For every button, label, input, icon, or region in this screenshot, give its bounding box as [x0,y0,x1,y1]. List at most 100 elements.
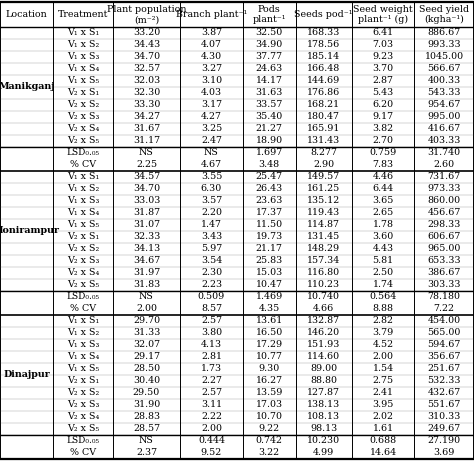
Text: Seed yield
(kgha⁻¹): Seed yield (kgha⁻¹) [419,5,469,24]
Text: 34.67: 34.67 [133,256,160,266]
Text: 4.66: 4.66 [313,304,334,313]
Text: 456.67: 456.67 [428,208,461,218]
Text: 1.78: 1.78 [373,220,393,230]
Text: 298.33: 298.33 [428,220,461,230]
Text: 31.07: 31.07 [133,220,160,230]
Text: V₁ x S₁: V₁ x S₁ [67,316,99,325]
Text: 32.33: 32.33 [133,232,160,242]
Text: 310.33: 310.33 [428,413,461,421]
Text: 432.67: 432.67 [428,389,461,397]
Text: 3.55: 3.55 [201,172,222,182]
Text: NS: NS [139,292,154,301]
Text: 35.40: 35.40 [255,112,283,121]
Text: 2.20: 2.20 [201,208,222,218]
Text: 165.91: 165.91 [307,124,340,133]
Text: 403.33: 403.33 [428,136,461,145]
Text: 32.07: 32.07 [133,341,160,349]
Text: 1045.00: 1045.00 [425,53,464,61]
Text: V₁ x S₅: V₁ x S₅ [67,220,99,230]
Text: 653.33: 653.33 [428,256,461,266]
Text: 2.37: 2.37 [136,449,157,457]
Text: Seed weight
plant⁻¹ (g): Seed weight plant⁻¹ (g) [353,5,413,24]
Text: 551.67: 551.67 [428,401,461,409]
Text: V₂ x S₁: V₂ x S₁ [67,89,99,97]
Text: 157.34: 157.34 [307,256,340,266]
Text: 185.14: 185.14 [307,53,340,61]
Text: 1.73: 1.73 [201,365,222,373]
Text: 2.50: 2.50 [373,268,393,278]
Text: 10.70: 10.70 [256,413,283,421]
Text: 400.33: 400.33 [428,77,461,85]
Text: 886.67: 886.67 [428,29,461,37]
Text: 34.57: 34.57 [133,172,160,182]
Text: 32.57: 32.57 [133,65,160,73]
Text: 16.50: 16.50 [255,329,283,337]
Text: V₁ x S₂: V₁ x S₂ [67,184,99,194]
Text: NS: NS [139,437,154,445]
Text: 27.190: 27.190 [428,437,461,445]
Text: 0.509: 0.509 [198,292,225,301]
Text: 4.52: 4.52 [373,341,393,349]
Text: 10.47: 10.47 [256,280,283,290]
Text: 2.70: 2.70 [373,136,393,145]
Text: 5.81: 5.81 [373,256,393,266]
Text: 566.67: 566.67 [428,65,461,73]
Text: Monirampur: Monirampur [0,226,60,236]
Text: 89.00: 89.00 [310,365,337,373]
Text: 249.67: 249.67 [428,425,461,433]
Text: 3.69: 3.69 [433,449,455,457]
Text: % CV: % CV [70,304,96,313]
Text: 2.25: 2.25 [136,160,157,170]
Text: 3.87: 3.87 [201,29,222,37]
Text: 3.95: 3.95 [372,401,393,409]
Text: V₂ x S₅: V₂ x S₅ [67,136,99,145]
Text: 6.44: 6.44 [373,184,393,194]
Text: 995.00: 995.00 [428,112,461,121]
Text: 1.61: 1.61 [373,425,393,433]
Text: 1.47: 1.47 [201,220,222,230]
Text: 4.46: 4.46 [373,172,393,182]
Text: 3.25: 3.25 [201,124,222,133]
Text: 34.27: 34.27 [133,112,160,121]
Text: 31.33: 31.33 [133,329,160,337]
Text: 78.180: 78.180 [428,292,461,301]
Text: 3.43: 3.43 [201,232,222,242]
Text: 9.23: 9.23 [373,53,393,61]
Text: Seeds pod⁻¹: Seeds pod⁻¹ [294,10,353,19]
Text: 29.70: 29.70 [133,316,160,325]
Text: 3.80: 3.80 [201,329,222,337]
Text: 168.33: 168.33 [307,29,340,37]
Text: 356.67: 356.67 [428,353,461,361]
Text: 4.27: 4.27 [201,112,222,121]
Text: 4.99: 4.99 [313,449,334,457]
Text: 34.70: 34.70 [133,184,160,194]
Text: 19.73: 19.73 [255,232,283,242]
Text: 25.83: 25.83 [255,256,283,266]
Text: 0.564: 0.564 [369,292,397,301]
Text: 13.59: 13.59 [255,389,283,397]
Text: V₂ x S₄: V₂ x S₄ [67,124,99,133]
Text: 2.30: 2.30 [201,268,222,278]
Text: 2.27: 2.27 [201,377,222,385]
Text: 24.63: 24.63 [255,65,283,73]
Text: V₁ x S₁: V₁ x S₁ [67,29,99,37]
Text: 114.60: 114.60 [307,353,340,361]
Text: Manikganj: Manikganj [0,83,55,91]
Text: 166.48: 166.48 [307,65,340,73]
Text: 2.75: 2.75 [373,377,393,385]
Text: 3.60: 3.60 [373,232,393,242]
Text: NS: NS [204,148,219,157]
Text: V₂ x S₃: V₂ x S₃ [67,112,99,121]
Text: 10.230: 10.230 [307,437,340,445]
Text: 26.43: 26.43 [255,184,283,194]
Text: 31.740: 31.740 [428,148,461,157]
Text: 131.43: 131.43 [307,136,340,145]
Text: 146.20: 146.20 [307,329,340,337]
Text: V₁ x S₁: V₁ x S₁ [67,172,99,182]
Text: Location: Location [6,10,47,19]
Text: 29.50: 29.50 [133,389,160,397]
Text: 6.41: 6.41 [373,29,393,37]
Text: 151.93: 151.93 [307,341,340,349]
Text: LSD₀.₀₅: LSD₀.₀₅ [66,292,100,301]
Text: 3.79: 3.79 [373,329,393,337]
